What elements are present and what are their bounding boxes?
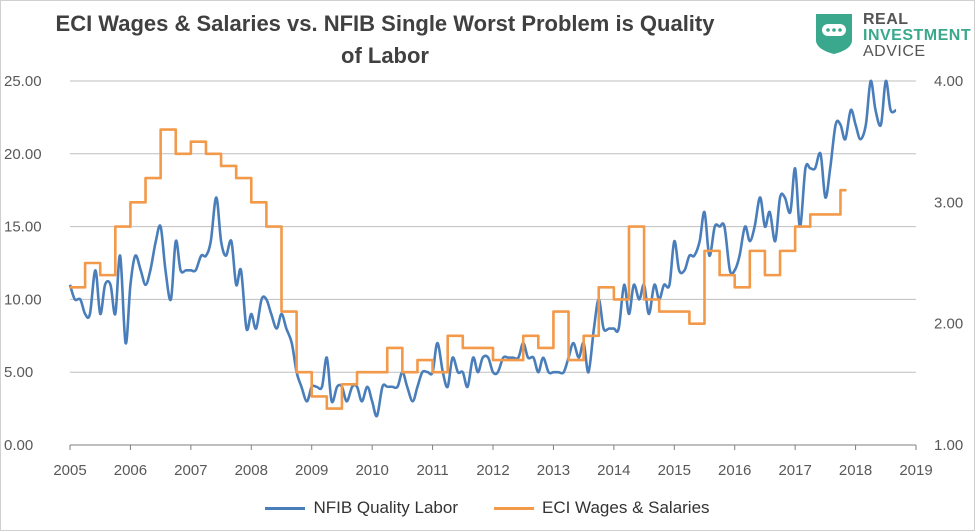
logo-line-3: ADVICE bbox=[863, 43, 926, 60]
legend-label-nfib: NFIB Quality Labor bbox=[313, 498, 458, 517]
y-right-tick-label: 3.00 bbox=[934, 194, 963, 211]
legend-label-eci: ECI Wages & Salaries bbox=[542, 498, 710, 517]
x-tick-label: 2016 bbox=[718, 462, 751, 479]
legend-item-eci: ECI Wages & Salaries bbox=[494, 498, 710, 518]
x-tick-label: 2011 bbox=[416, 462, 448, 479]
series-line-nfib-quality-labor bbox=[68, 79, 897, 418]
x-tick-label: 2014 bbox=[597, 462, 630, 479]
x-tick-label: 2018 bbox=[839, 462, 872, 479]
y-left-tick-label: 5.00 bbox=[4, 364, 33, 381]
y-left-tick-label: 15.00 bbox=[4, 219, 42, 236]
y-left-tick-label: 25.00 bbox=[4, 73, 42, 90]
chart-title-line1: ECI Wages & Salaries vs. NFIB Single Wor… bbox=[55, 11, 715, 36]
x-tick-label: 2006 bbox=[114, 462, 147, 479]
speech-bubble-shield-icon bbox=[816, 14, 852, 54]
logo-wordmark: REAL INVESTMENT ADVICE bbox=[863, 12, 971, 60]
x-tick-label: 2008 bbox=[235, 462, 268, 479]
y-right-tick-label: 2.00 bbox=[934, 316, 963, 333]
x-tick-label: 2019 bbox=[899, 462, 932, 479]
x-tick-label: 2015 bbox=[658, 462, 691, 479]
chart-legend: NFIB Quality Labor ECI Wages & Salaries bbox=[0, 498, 975, 518]
y-left-tick-label: 0.00 bbox=[4, 437, 33, 454]
legend-swatch-nfib bbox=[265, 506, 306, 510]
logo-line-2: INVESTMENT bbox=[863, 27, 972, 44]
legend-item-nfib: NFIB Quality Labor bbox=[265, 498, 458, 518]
x-tick-label: 2010 bbox=[355, 462, 388, 479]
legend-swatch-eci bbox=[494, 506, 534, 510]
x-tick-label: 2017 bbox=[778, 462, 811, 479]
series-line-eci-wages-salaries bbox=[70, 128, 847, 410]
x-tick-label: 2009 bbox=[295, 462, 328, 479]
x-tick-label: 2005 bbox=[53, 462, 86, 479]
x-tick-label: 2012 bbox=[476, 462, 509, 479]
logo-line-1: REAL bbox=[863, 11, 909, 28]
x-tick-label: 2007 bbox=[174, 462, 207, 479]
chart-title-line2: of Labor bbox=[341, 43, 429, 68]
y-right-tick-label: 1.00 bbox=[934, 437, 963, 454]
y-left-tick-label: 10.00 bbox=[4, 291, 42, 308]
y-left-tick-label: 20.00 bbox=[4, 146, 42, 163]
brand-logo: REAL INVESTMENT ADVICE bbox=[812, 10, 972, 70]
y-right-tick-label: 4.00 bbox=[934, 73, 963, 90]
x-tick-label: 2013 bbox=[537, 462, 570, 479]
